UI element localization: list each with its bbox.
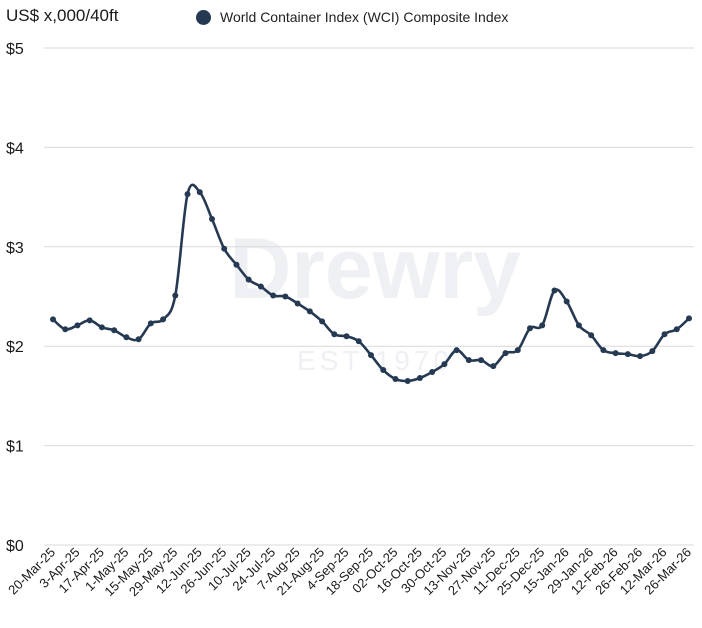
y-tick-label: $4 bbox=[6, 140, 24, 157]
data-point bbox=[539, 322, 546, 329]
data-point bbox=[673, 326, 680, 333]
data-point bbox=[319, 318, 326, 325]
y-axis-ticks: $0 $1 $2 $3 $4 $5 bbox=[6, 41, 24, 555]
data-point bbox=[453, 347, 460, 354]
grid-lines bbox=[44, 47, 694, 546]
legend-marker bbox=[196, 9, 211, 25]
watermark-brand: Drewry bbox=[229, 221, 521, 317]
data-point bbox=[74, 322, 81, 329]
data-point bbox=[233, 261, 240, 268]
data-point bbox=[331, 331, 338, 338]
data-point bbox=[184, 191, 191, 198]
data-point bbox=[404, 377, 411, 384]
data-point bbox=[612, 350, 619, 357]
data-point bbox=[209, 215, 215, 222]
data-point bbox=[551, 287, 558, 294]
data-point bbox=[514, 347, 521, 354]
data-point bbox=[600, 347, 607, 354]
data-point bbox=[135, 336, 142, 343]
data-point bbox=[380, 367, 387, 374]
data-point bbox=[245, 276, 252, 283]
data-point bbox=[172, 292, 179, 299]
data-point bbox=[306, 308, 313, 315]
data-point bbox=[563, 298, 570, 305]
data-point bbox=[50, 316, 56, 323]
data-point bbox=[441, 361, 448, 368]
y-tick-label: $2 bbox=[6, 339, 24, 356]
data-point bbox=[123, 334, 130, 341]
legend-label: World Container Index (WCI) Composite In… bbox=[220, 9, 509, 25]
watermark-established: EST 1970 bbox=[297, 345, 453, 376]
data-point bbox=[196, 189, 203, 196]
legend: World Container Index (WCI) Composite In… bbox=[196, 9, 508, 25]
data-point bbox=[465, 357, 472, 364]
data-point bbox=[221, 245, 228, 252]
data-point bbox=[637, 353, 644, 360]
watermark: Drewry EST 1970 bbox=[229, 221, 521, 376]
data-point bbox=[588, 332, 595, 339]
data-point bbox=[416, 375, 423, 382]
data-point bbox=[86, 317, 93, 324]
data-point bbox=[429, 369, 436, 376]
data-point bbox=[111, 327, 118, 334]
data-point bbox=[649, 348, 656, 355]
data-point bbox=[575, 322, 582, 329]
data-point bbox=[343, 333, 350, 340]
data-point bbox=[160, 316, 167, 323]
data-point bbox=[368, 352, 374, 359]
y-axis-unit-label: US$ x,000/40ft bbox=[6, 6, 119, 25]
data-point bbox=[257, 283, 264, 290]
data-point bbox=[624, 351, 631, 358]
series-wci bbox=[50, 183, 692, 384]
data-point bbox=[355, 338, 362, 345]
data-point bbox=[502, 350, 509, 357]
data-point bbox=[527, 325, 533, 332]
y-tick-label: $3 bbox=[6, 240, 24, 257]
data-point bbox=[62, 326, 69, 333]
data-point bbox=[147, 320, 154, 327]
data-point bbox=[490, 363, 497, 370]
y-tick-label: $5 bbox=[6, 41, 24, 58]
data-point bbox=[270, 292, 277, 299]
y-tick-label: $1 bbox=[6, 439, 24, 456]
data-point bbox=[392, 376, 399, 383]
data-point bbox=[98, 324, 105, 331]
data-point bbox=[294, 300, 301, 307]
data-point bbox=[661, 331, 668, 338]
x-axis-ticks: 20-Mar-253-Apr-2517-Apr-251-May-2515-May… bbox=[5, 545, 694, 600]
data-point bbox=[478, 357, 485, 364]
data-point bbox=[686, 315, 692, 322]
data-point bbox=[282, 293, 289, 300]
y-tick-label: $0 bbox=[6, 538, 24, 555]
